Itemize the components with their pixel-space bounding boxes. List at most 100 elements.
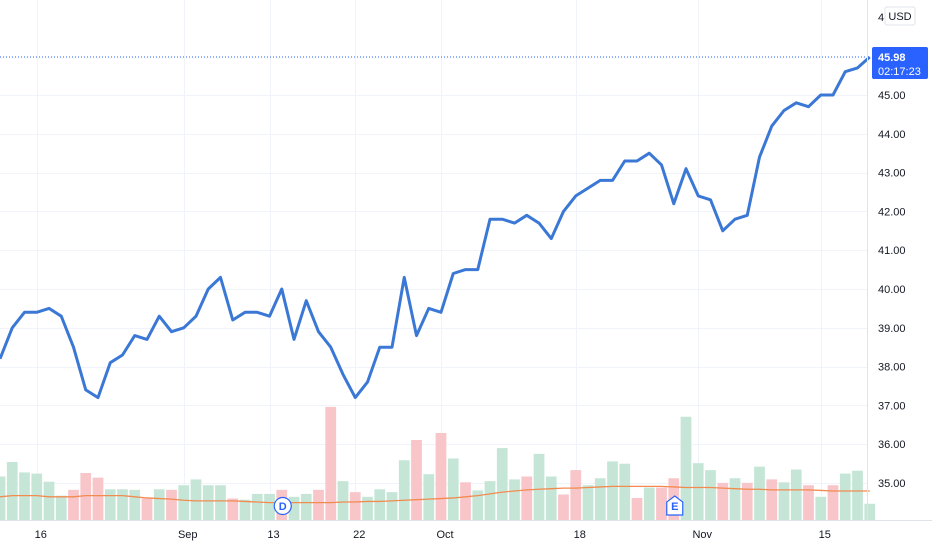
volume-bar xyxy=(104,489,116,520)
price-tick-label: 36.00 xyxy=(878,439,906,451)
volume-bar xyxy=(778,482,790,520)
volume-bar xyxy=(594,478,606,520)
volume-bar xyxy=(484,481,496,520)
marker-shape xyxy=(273,496,292,516)
price-tick-label: 41.00 xyxy=(878,245,906,257)
volume-bar xyxy=(705,470,716,520)
volume-bar xyxy=(215,485,226,520)
volume-bar xyxy=(692,463,704,520)
volume-bar xyxy=(227,498,239,520)
price-axis[interactable]: 35.00 36.00 37.00 38.00 39.00 40.00 41.00 42.00… xyxy=(878,12,906,490)
price-tick-label: 35.00 xyxy=(878,478,906,490)
currency-label-text: USD xyxy=(888,11,911,23)
bar-countdown: 02:17:23 xyxy=(878,66,921,78)
time-tick-label: 22 xyxy=(353,529,365,541)
volume-bar xyxy=(423,474,435,520)
last-price-badge: 45.98 02:17:23 xyxy=(872,47,928,79)
price-tick-label: 39.00 xyxy=(878,323,906,335)
volume-bar xyxy=(656,487,667,520)
volume-bar xyxy=(264,493,275,520)
volume-bar xyxy=(337,481,349,520)
volume-bar xyxy=(460,482,471,520)
volume-bar xyxy=(166,489,177,520)
volume-bar xyxy=(533,453,545,520)
volume-bar xyxy=(754,466,765,520)
volume-bar xyxy=(411,439,422,520)
volume-bar xyxy=(349,492,361,520)
volume-bar xyxy=(374,489,386,520)
volume-bar xyxy=(80,473,92,520)
earnings-marker: E xyxy=(666,495,684,516)
price-tick-label: 44.00 xyxy=(878,129,906,141)
volume-bars xyxy=(0,406,876,520)
volume-bar xyxy=(447,458,459,520)
price-tick-label: 37.00 xyxy=(878,400,906,412)
volume-ma-line xyxy=(0,485,870,504)
volume-bar xyxy=(803,485,814,520)
volume-bar xyxy=(509,479,520,520)
time-tick-label: 16 xyxy=(35,529,47,541)
volume-bar xyxy=(643,487,655,520)
volume-bar xyxy=(68,489,79,520)
volume-bar xyxy=(607,461,618,520)
price-tick-label: 43.00 xyxy=(878,168,906,180)
volume-bar xyxy=(472,490,484,520)
time-axis[interactable]: 16 Sep 13 22 Oct 18 Nov 15 xyxy=(35,529,831,541)
volume-bar xyxy=(852,470,863,520)
volume-bar xyxy=(0,476,6,520)
currency-label[interactable]: USD xyxy=(884,6,916,26)
price-tick-label-partial: 4 xyxy=(878,12,884,24)
volume-bar xyxy=(631,497,643,520)
time-tick-label: 13 xyxy=(267,529,279,541)
price-tick-label: 42.00 xyxy=(878,206,906,218)
time-tick-label: Nov xyxy=(692,529,712,541)
time-tick-label: Sep xyxy=(178,529,198,541)
volume-bar xyxy=(288,496,300,520)
volume-bar xyxy=(619,463,631,520)
volume-bar xyxy=(141,498,153,520)
volume-bar xyxy=(717,482,729,520)
volume-bar xyxy=(129,489,141,520)
price-tick-label: 45.00 xyxy=(878,90,906,102)
dividend-marker: D xyxy=(273,496,292,516)
volume-bar xyxy=(864,503,876,520)
volume-bar xyxy=(839,473,851,520)
price-series-line xyxy=(0,55,871,400)
volume-bar xyxy=(521,476,533,520)
volume-bar xyxy=(570,470,582,520)
marker-shape xyxy=(666,495,684,516)
volume-bar xyxy=(178,485,190,520)
volume-bar xyxy=(202,485,214,520)
volume-bar xyxy=(582,485,594,520)
volume-bar xyxy=(386,492,398,520)
volume-bar xyxy=(55,495,67,520)
volume-bar xyxy=(362,496,373,520)
volume-bar xyxy=(729,478,741,520)
volume-bar xyxy=(190,479,202,520)
volume-bar xyxy=(496,448,508,520)
volume-bar xyxy=(680,416,692,520)
volume-bar xyxy=(92,477,104,520)
time-tick-label: Oct xyxy=(436,529,453,541)
volume-bar xyxy=(435,433,447,520)
volume-bar xyxy=(815,496,827,520)
volume-bar xyxy=(300,493,312,520)
volume-bar xyxy=(545,476,557,520)
time-tick-label: 15 xyxy=(819,529,831,541)
volume-bar xyxy=(251,493,263,520)
marker-label: E xyxy=(671,501,678,513)
volume-bar xyxy=(239,499,251,520)
volume-bar xyxy=(117,489,128,520)
volume-bar xyxy=(558,494,569,520)
volume-bar xyxy=(43,481,55,520)
volume-bar xyxy=(6,462,18,520)
last-price-value: 45.98 xyxy=(878,52,906,64)
volume-bar xyxy=(31,473,43,520)
time-tick-label: 18 xyxy=(574,529,586,541)
marker-label: D xyxy=(279,501,287,513)
volume-bar xyxy=(741,482,753,520)
grid-lines xyxy=(0,0,867,520)
